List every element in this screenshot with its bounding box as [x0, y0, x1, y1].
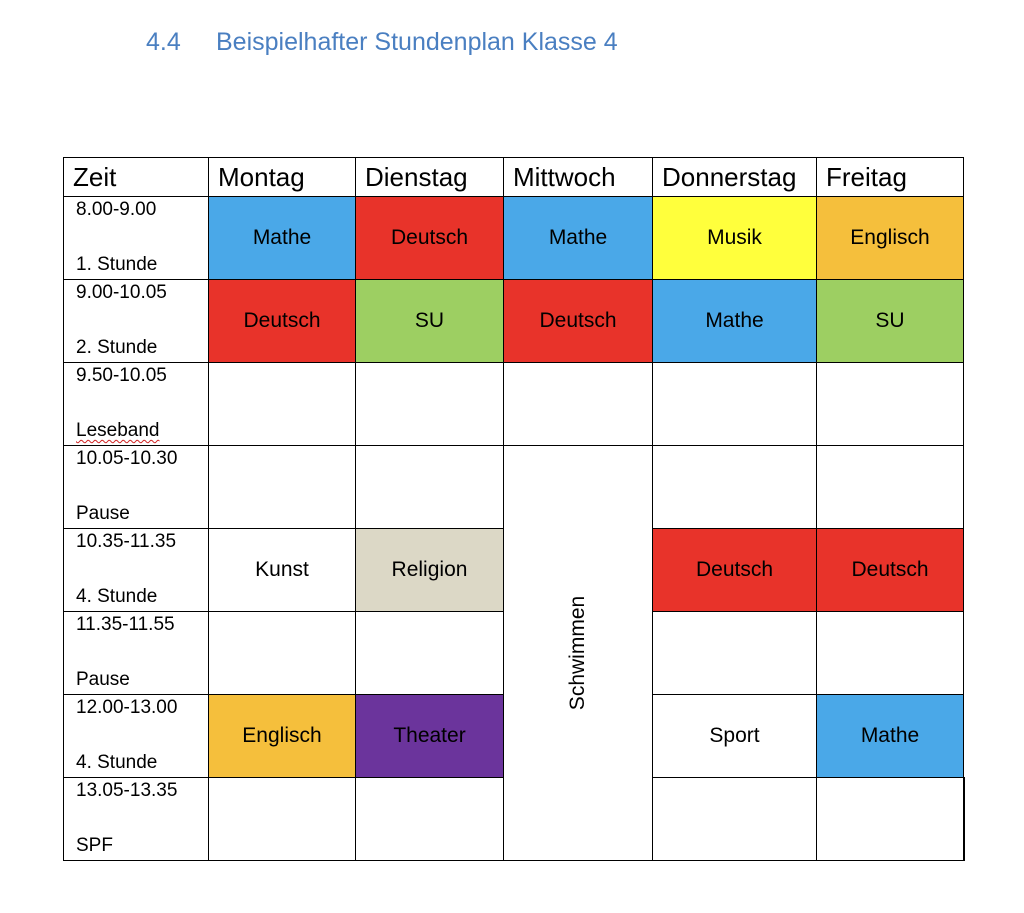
empty-cell — [816, 611, 964, 695]
timetable-header-row: Zeit Montag Dienstag Mittwoch Donnerstag… — [63, 157, 965, 197]
empty-cell — [208, 445, 356, 529]
time-range: 9.00-10.05 — [76, 282, 167, 303]
empty-cell — [816, 777, 964, 861]
table-row: 12.00-13.00 4. Stunde Englisch Theater Sp… — [63, 694, 965, 778]
empty-cell — [652, 611, 817, 695]
empty-cell — [652, 777, 817, 861]
header-thursday: Donnerstag — [652, 157, 817, 197]
header-friday: Freitag — [816, 157, 964, 197]
period-label: 2. Stunde — [76, 337, 158, 358]
lesson-cell: Mathe — [816, 694, 964, 778]
empty-cell — [652, 362, 817, 446]
empty-cell — [963, 777, 965, 861]
lesson-cell: Mathe — [652, 279, 817, 363]
lesson-cell: Englisch — [208, 694, 356, 778]
lesson-cell: Sport — [652, 694, 817, 778]
lesson-cell: Musik — [652, 196, 817, 280]
period-label: Leseband — [76, 420, 160, 441]
table-row: 9.00-10.05 2. Stunde Deutsch SU Deutsch M… — [63, 279, 965, 363]
period-label: 4. Stunde — [76, 586, 158, 607]
lesson-cell: Deutsch — [503, 279, 653, 363]
table-row: 9.50-10.05 Leseband — [63, 362, 965, 446]
empty-cell — [355, 777, 504, 861]
period-label: 4. Stunde — [76, 752, 158, 773]
time-range: 9.50-10.05 — [76, 365, 167, 386]
lesson-cell: Deutsch — [816, 528, 964, 612]
table-row: 10.35-11.35 4. Stunde Kunst Religion Deut… — [63, 528, 965, 612]
empty-cell — [355, 445, 504, 529]
time-cell: 9.00-10.05 2. Stunde — [63, 279, 209, 363]
empty-cell — [208, 777, 356, 861]
period-label: 1. Stunde — [76, 254, 158, 275]
time-cell: 9.50-10.05 Leseband — [63, 362, 209, 446]
period-label: Pause — [76, 669, 130, 690]
lesson-cell: Deutsch — [652, 528, 817, 612]
time-cell: 10.35-11.35 4. Stunde — [63, 528, 209, 612]
lesson-cell: SU — [355, 279, 504, 363]
time-range: 10.35-11.35 — [76, 531, 177, 552]
time-cell: 11.35-11.55 Pause — [63, 611, 209, 695]
table-row: 13.05-13.35 SPF — [63, 777, 965, 861]
empty-cell — [503, 362, 653, 446]
period-label: SPF — [76, 835, 113, 856]
lesson-cell: Mathe — [208, 196, 356, 280]
table-row: 8.00-9.00 1. Stunde Mathe Deutsch Mathe M… — [63, 196, 965, 280]
time-range: 13.05-13.35 — [76, 780, 178, 801]
swimming-cell: Schwimmen — [503, 445, 653, 861]
empty-cell — [816, 445, 964, 529]
time-cell: 8.00-9.00 1. Stunde — [63, 196, 209, 280]
swimming-label: Schwimmen — [566, 595, 589, 711]
lesson-cell: Mathe — [503, 196, 653, 280]
lesson-cell: Theater — [355, 694, 504, 778]
header-wednesday: Mittwoch — [503, 157, 653, 197]
time-range: 12.00-13.00 — [76, 697, 178, 718]
time-cell: 10.05-10.30 Pause — [63, 445, 209, 529]
lesson-cell: Deutsch — [355, 196, 504, 280]
time-range: 8.00-9.00 — [76, 199, 157, 220]
timetable: Zeit Montag Dienstag Mittwoch Donnerstag… — [63, 157, 965, 861]
section-heading: 4.4 Beispielhafter Stundenplan Klasse 4 — [146, 28, 618, 57]
lesson-cell: Englisch — [816, 196, 964, 280]
lesson-cell: Religion — [355, 528, 504, 612]
empty-cell — [816, 362, 964, 446]
table-row: 11.35-11.55 Pause — [63, 611, 965, 695]
empty-cell — [208, 611, 356, 695]
lesson-cell: Kunst — [208, 528, 356, 612]
section-number: 4.4 — [146, 28, 181, 56]
period-label: Pause — [76, 503, 130, 524]
time-range: 10.05-10.30 — [76, 448, 178, 469]
section-title: Beispielhafter Stundenplan Klasse 4 — [216, 28, 618, 56]
empty-cell — [652, 445, 817, 529]
time-cell: 13.05-13.35 SPF — [63, 777, 209, 861]
lesson-cell: Deutsch — [208, 279, 356, 363]
empty-cell — [208, 362, 356, 446]
time-range: 11.35-11.55 — [76, 614, 175, 635]
header-monday: Montag — [208, 157, 356, 197]
empty-cell — [355, 362, 504, 446]
time-cell: 12.00-13.00 4. Stunde — [63, 694, 209, 778]
header-time: Zeit — [63, 157, 209, 197]
table-row: 10.05-10.30 Pause Schwimmen — [63, 445, 965, 861]
empty-cell — [355, 611, 504, 695]
lesson-cell: SU — [816, 279, 964, 363]
header-tuesday: Dienstag — [355, 157, 504, 197]
